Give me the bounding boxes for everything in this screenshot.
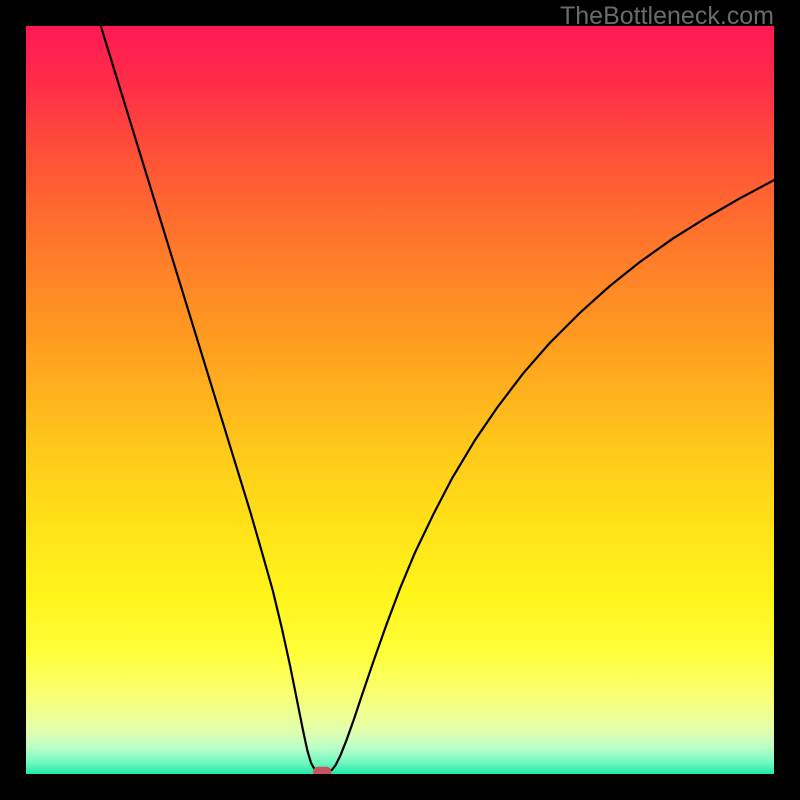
watermark-text: TheBottleneck.com xyxy=(560,2,774,31)
optimum-marker xyxy=(313,767,331,774)
plot-area xyxy=(26,26,774,774)
bottleneck-chart: TheBottleneck.com xyxy=(0,0,800,800)
plot-background xyxy=(26,26,774,774)
